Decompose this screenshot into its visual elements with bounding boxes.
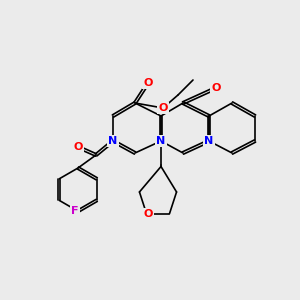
Text: N: N bbox=[108, 136, 118, 146]
Text: N: N bbox=[156, 136, 166, 146]
Text: O: O bbox=[143, 78, 153, 88]
Text: F: F bbox=[71, 206, 79, 216]
Text: O: O bbox=[143, 209, 153, 219]
Text: O: O bbox=[158, 103, 168, 113]
Text: N: N bbox=[204, 136, 214, 146]
Text: O: O bbox=[211, 83, 221, 93]
Text: O: O bbox=[73, 142, 83, 152]
